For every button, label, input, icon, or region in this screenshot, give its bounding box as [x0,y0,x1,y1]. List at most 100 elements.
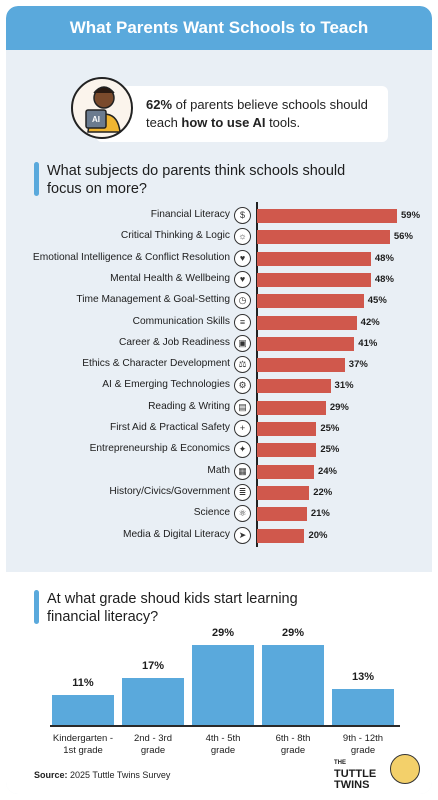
grade-baseline [50,725,400,727]
grade-bar [122,678,184,725]
subject-label: Mental Health & Wellbeing [110,272,230,284]
subject-row: Reading & Writing ▤ 29% [6,398,432,419]
grade-value-label: 29% [281,627,305,639]
subject-row: Mental Health & Wellbeing ♥ 48% [6,270,432,291]
scales-icon: ⚖ [234,356,251,374]
first-aid-icon: + [234,420,251,437]
grade-bar [262,645,324,725]
source-text: 2025 Tuttle Twins Survey [70,770,171,780]
grade-category-line: 9th - 12th [342,733,384,744]
grade-category-label: 2nd - 3rd grade [116,733,190,757]
svg-text:AI: AI [92,115,100,124]
subject-bar [257,272,371,287]
subjects-heading-text: What subjects do parents think schools s… [47,163,346,197]
subject-bar [257,336,355,351]
subject-bar [257,464,314,479]
subject-label: First Aid & Practical Safety [109,422,230,433]
subject-row: Math ▦ 24% [6,462,432,483]
subject-bar [257,358,345,373]
document-icon: ≣ [234,483,251,501]
subject-value-label: 56% [393,231,413,243]
grade-category-line: grade [350,745,376,756]
subject-value-label: 48% [374,273,394,285]
subject-bar [257,251,371,266]
ai-stat-text: 62% of parents believe schools should te… [146,96,382,132]
subject-label: AI & Emerging Technologies [102,379,230,391]
subjects-axis [256,202,258,547]
grade-category-line: 4th - 5th [205,733,241,744]
subject-value-label: 25% [320,423,340,434]
ai-stat-bold: how to use AI [181,115,266,130]
subject-value-label: 31% [334,380,354,392]
grade-column [262,645,324,725]
subject-label: Entrepreneurship & Economics [89,443,230,455]
ai-stat-pre: of parents believe schools should teach [146,97,368,130]
subject-label: Communication Skills [132,315,230,327]
subject-bar [257,485,310,500]
chat-icon: ≡ [234,313,251,331]
subject-value-label: 22% [313,486,333,498]
infographic: What Parents Want Schools to Teach 62% o… [6,6,432,794]
subject-value-label: 25% [320,444,340,456]
brand-logo: THE TUTTLE TWINS [334,758,376,791]
subject-value-label: 29% [329,401,349,413]
grade-column [192,645,254,725]
grade-category-label: 4th - 5th grade [186,733,260,757]
subject-label: Science [193,507,230,519]
grade-bar [52,694,114,725]
subject-row: First Aid & Practical Safety +25% [6,419,432,440]
subject-bar [257,230,390,245]
brain-icon: ☼ [234,228,251,246]
subject-row: Science ⚛ 21% [6,504,432,525]
subject-row: Ethics & Character Development ⚖ 37% [6,355,432,376]
calculator-icon: ▦ [234,462,251,480]
subject-row: Time Management & Goal-Setting ◷ 45% [6,291,432,312]
heart-head-icon: ♥ [234,249,251,267]
subject-row: History/Civics/Government ≣ 22% [6,483,432,504]
grade-heading-text: At what grade shoud kids start learning … [47,591,298,625]
subject-value-label: 48% [374,252,394,264]
subject-label: Math [207,464,230,476]
subject-label: Emotional Intelligence & Conflict Resolu… [32,251,230,263]
subject-value-label: 24% [317,465,337,477]
gear-icon: ⚙ [234,377,251,395]
child-with-laptop-icon: AI [71,77,133,139]
subject-value-label: 45% [367,295,387,307]
source-label: Source: [34,770,68,780]
grade-column [332,689,394,725]
grade-category-line: 6th - 8th [275,733,311,744]
ai-stat-post: tools. [265,115,301,130]
grade-category-label: 9th - 12th grade [326,733,400,757]
source-note: Source: 2025 Tuttle Twins Survey [34,770,170,780]
subject-label: Critical Thinking & Logic [120,230,230,242]
ai-stat-percent: 62% [146,97,173,112]
subject-value-label: 20% [308,529,328,541]
grade-category-line: grade [210,745,236,756]
heading-accent [34,162,39,196]
dollar-icon: $ [234,207,251,224]
grade-category-line: 2nd - 3rd [133,733,173,744]
lightbulb-icon: ✦ [234,441,251,459]
subject-label: Media & Digital Literacy [122,528,230,540]
subject-bar [257,400,326,415]
grade-column [52,694,114,725]
briefcase-icon: ▣ [234,334,251,352]
subject-row: Communication Skills ≡ 42% [6,313,432,334]
grade-heading: At what grade shoud kids start learning … [34,590,347,626]
subject-row: Career & Job Readiness ▣ 41% [6,334,432,355]
subject-row: Financial Literacy $59% [6,206,432,227]
grade-column [122,678,184,725]
subject-bar [257,528,305,543]
subject-value-label: 37% [348,359,368,371]
cursor-icon: ➤ [234,526,251,544]
subject-value-label: 41% [358,337,378,349]
grade-bar [192,645,254,725]
subjects-heading: What subjects do parents think schools s… [34,162,377,198]
subject-row: AI & Emerging Technologies ⚙ 31% [6,376,432,397]
grade-category-label: 6th - 8th grade [256,733,330,757]
subject-label: Reading & Writing [148,400,230,412]
subject-row: Media & Digital Literacy ➤ 20% [6,526,432,547]
grade-bar [332,689,394,725]
subject-value-label: 59% [401,210,421,221]
subject-bar [257,507,307,522]
